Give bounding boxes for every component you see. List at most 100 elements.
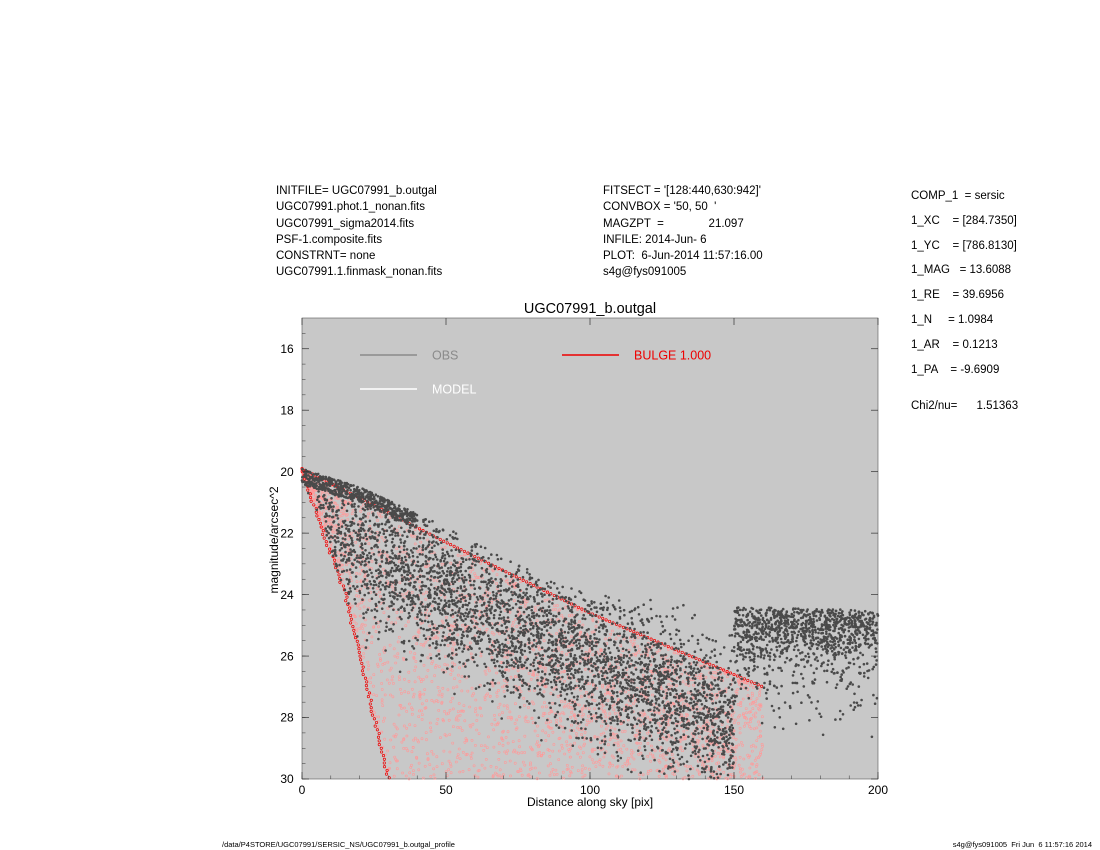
- bulge-point: [461, 750, 465, 754]
- obs-point: [500, 717, 504, 720]
- obs-point: [412, 647, 416, 650]
- obs-point: [601, 608, 605, 612]
- obs-point: [449, 566, 453, 569]
- obs-point: [795, 636, 799, 639]
- bulge-point: [758, 704, 762, 708]
- bulge-point: [758, 694, 761, 697]
- obs-point: [602, 606, 605, 609]
- bulge-point: [433, 666, 437, 669]
- obs-point: [701, 633, 704, 637]
- obs-point: [667, 659, 670, 663]
- bulge-point: [651, 681, 655, 685]
- bulge-edge-point: [545, 590, 549, 594]
- obs-point: [685, 696, 688, 699]
- obs-point: [530, 585, 533, 589]
- obs-point: [849, 704, 852, 707]
- obs-point: [451, 612, 455, 616]
- obs-point: [521, 575, 525, 579]
- bulge-point: [750, 717, 753, 720]
- obs-point: [423, 575, 426, 578]
- obs-point: [510, 658, 514, 661]
- bulge-point: [386, 617, 390, 621]
- bulge-point: [398, 703, 402, 707]
- bulge-point: [358, 645, 362, 649]
- bulge-point: [588, 650, 591, 654]
- bulge-point: [348, 572, 352, 576]
- bulge-point: [361, 627, 364, 630]
- bulge-point: [597, 759, 601, 763]
- obs-point: [429, 583, 433, 586]
- bulge-point: [547, 712, 551, 715]
- bulge-point: [463, 719, 467, 723]
- obs-point: [674, 646, 678, 650]
- obs-point: [639, 670, 643, 674]
- bulge-point: [494, 771, 497, 775]
- bulge-edge-point: [374, 720, 379, 725]
- bulge-point: [620, 750, 624, 754]
- obs-point: [838, 633, 842, 637]
- obs-point: [388, 605, 391, 608]
- bulge-point: [447, 768, 451, 772]
- obs-point: [480, 638, 484, 641]
- obs-point: [738, 634, 741, 638]
- bulge-point: [522, 666, 526, 670]
- bulge-point: [518, 745, 522, 749]
- obs-point: [375, 515, 378, 519]
- bulge-point: [451, 725, 455, 729]
- bulge-point: [567, 749, 571, 753]
- obs-point: [385, 625, 388, 629]
- obs-point: [473, 587, 477, 590]
- bulge-point: [420, 713, 424, 717]
- obs-point: [401, 534, 404, 537]
- obs-point: [450, 549, 453, 552]
- bulge-point: [450, 696, 454, 700]
- obs-point: [624, 705, 628, 709]
- bulge-point: [355, 589, 359, 593]
- bulge-point: [331, 531, 335, 534]
- bulge-point: [677, 652, 681, 656]
- obs-point: [710, 650, 714, 653]
- obs-point: [590, 669, 594, 673]
- bulge-point: [320, 512, 324, 516]
- bulge-edge-point: [328, 547, 332, 551]
- obs-point: [428, 637, 432, 641]
- obs-point: [672, 761, 676, 764]
- obs-point: [706, 753, 709, 757]
- bulge-point: [338, 560, 342, 564]
- bulge-point: [375, 694, 379, 698]
- bulge-point: [753, 758, 757, 762]
- bulge-point: [473, 744, 477, 747]
- bulge-point: [581, 751, 585, 755]
- bulge-point: [354, 622, 358, 626]
- bulge-point: [492, 728, 496, 732]
- bulge-point: [390, 678, 394, 682]
- obs-point: [455, 618, 459, 622]
- bulge-point: [473, 619, 477, 623]
- obs-point: [816, 700, 820, 703]
- obs-point: [587, 710, 591, 714]
- obs-point: [454, 648, 458, 651]
- obs-point: [456, 614, 459, 617]
- bulge-point: [517, 739, 521, 743]
- obs-point: [873, 702, 877, 705]
- bulge-point: [601, 683, 605, 687]
- obs-point: [610, 700, 614, 703]
- obs-point: [831, 667, 835, 671]
- bulge-point: [357, 602, 361, 606]
- bulge-point: [610, 754, 614, 758]
- bulge-point: [537, 645, 540, 649]
- obs-point: [440, 566, 444, 569]
- obs-point: [871, 621, 875, 624]
- bulge-point: [692, 735, 696, 739]
- obs-point: [551, 618, 554, 621]
- bulge-point: [446, 644, 450, 647]
- bulge-edge-point: [445, 541, 449, 545]
- bulge-point: [630, 755, 634, 759]
- bulge-point: [458, 770, 462, 774]
- obs-point: [567, 597, 571, 601]
- bulge-point: [392, 774, 396, 778]
- obs-point: [407, 568, 411, 572]
- obs-point: [770, 623, 774, 626]
- obs-point: [445, 550, 449, 554]
- obs-point: [726, 716, 730, 719]
